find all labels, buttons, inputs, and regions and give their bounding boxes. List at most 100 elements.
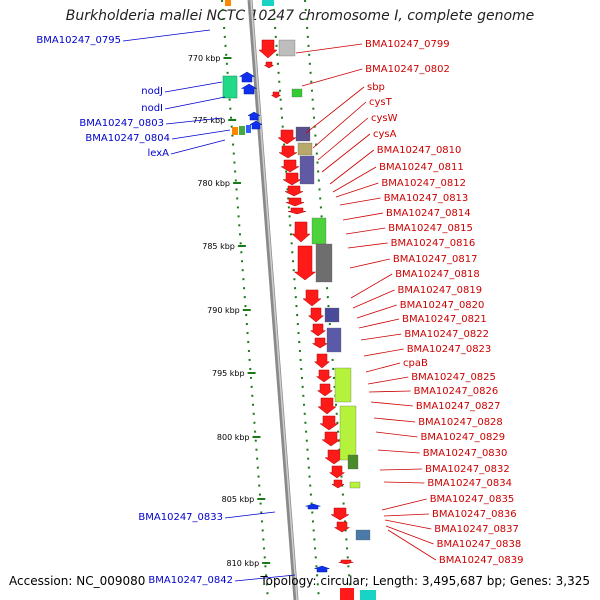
gene-label-right[interactable]: cysA [373, 129, 397, 140]
gene-label-left[interactable]: BMA10247_0804 [85, 133, 170, 144]
gene-arrow [338, 559, 354, 565]
gene-features [222, 0, 376, 600]
gene-label-left[interactable]: BMA10247_0842 [148, 575, 233, 586]
gene-arrow [291, 221, 311, 243]
gene-box [246, 125, 251, 133]
backbone-line [247, 0, 299, 600]
leader-line [321, 133, 371, 173]
gene-label-right[interactable]: BMA10247_0799 [365, 39, 450, 50]
gene-arrow [315, 369, 333, 383]
map-title: Burkholderia mallei NCTC 10247 chromosom… [65, 8, 535, 24]
leader-line [165, 117, 223, 125]
gene-label-right[interactable]: cysW [371, 113, 398, 124]
gene-arrow [307, 307, 325, 323]
gene-label-right[interactable]: BMA10247_0826 [414, 386, 499, 397]
gene-box [278, 39, 296, 57]
gene-label-left[interactable]: lexA [147, 148, 169, 159]
leader-line [368, 390, 411, 393]
leader-line [332, 166, 377, 193]
gene-label-right[interactable]: BMA10247_0822 [404, 329, 489, 340]
gene-label-right[interactable]: BMA10247_0823 [407, 344, 492, 355]
gene-box [299, 155, 315, 185]
gene-label-right[interactable]: BMA10247_0821 [402, 314, 487, 325]
ruler-tick-label: 810 kbp [227, 559, 260, 568]
gene-label-right[interactable]: BMA10247_0835 [430, 494, 515, 505]
gene-label-right[interactable]: BMA10247_0802 [365, 64, 450, 75]
gene-arrow [330, 507, 350, 521]
gene-label-left[interactable]: nodJ [141, 86, 163, 97]
outer-track-dots [304, 0, 352, 600]
gene-arrow [316, 383, 334, 397]
gene-arrow [331, 479, 345, 489]
leader-line [363, 348, 404, 357]
leader-line [387, 529, 437, 561]
gene-label-right[interactable]: cpaB [403, 358, 428, 369]
gene-label-left[interactable]: BMA10247_0803 [79, 118, 164, 129]
leader-line [352, 289, 395, 309]
gene-label-right[interactable]: BMA10247_0815 [388, 223, 473, 234]
gene-label-right[interactable]: BMA10247_0827 [416, 401, 501, 412]
gene-label-right[interactable]: BMA10247_0818 [395, 269, 480, 280]
ruler-tick-label: 775 kbp [193, 116, 226, 125]
gene-label-right[interactable]: BMA10247_0828 [418, 417, 503, 428]
gene-box [340, 588, 354, 600]
leader-line [312, 101, 367, 149]
gene-label-right[interactable]: BMA10247_0832 [425, 464, 510, 475]
gene-arrow [278, 145, 298, 159]
gene-label-right[interactable]: BMA10247_0811 [379, 162, 464, 173]
gene-label-right[interactable]: BMA10247_0837 [434, 524, 519, 535]
gene-label-right[interactable]: BMA10247_0812 [381, 178, 466, 189]
leader-line [305, 86, 365, 134]
gene-label-right[interactable]: BMA10247_0819 [398, 285, 483, 296]
leader-line [358, 318, 400, 329]
gene-arrow [287, 207, 307, 215]
ruler-tick-label: 785 kbp [202, 242, 235, 251]
gene-label-right[interactable]: cysT [369, 97, 393, 108]
gene-label-left[interactable]: BMA10247_0795 [36, 35, 121, 46]
gene-box [334, 367, 352, 403]
kbp-ruler: 770 kbp 775 kbp 780 kbp 785 kbp 790 kbp 795 k… [188, 0, 352, 600]
gene-label-left[interactable]: nodI [141, 103, 163, 114]
gene-label-right[interactable]: BMA10247_0830 [423, 448, 508, 459]
leader-line [383, 513, 430, 517]
chromosome-backbone [247, 0, 299, 600]
gene-arrow [238, 71, 256, 83]
gene-arrow [284, 185, 304, 197]
gene-arrow [328, 465, 346, 479]
ruler-tick-label: 790 kbp [207, 306, 240, 315]
ruler-tick-label: 805 kbp [222, 495, 255, 504]
gene-label-right[interactable]: BMA10247_0834 [427, 478, 512, 489]
gene-label-left[interactable]: BMA10247_0833 [138, 512, 223, 523]
leader-line [365, 362, 401, 373]
leader-line [356, 304, 397, 319]
gene-label-right[interactable]: BMA10247_0817 [393, 254, 478, 265]
gene-arrow [293, 245, 317, 281]
accession-text: Accession: NC_009080 [9, 574, 146, 588]
gene-box [311, 217, 327, 245]
gene-label-right[interactable]: BMA10247_0836 [432, 509, 517, 520]
gene-arrow [249, 120, 263, 130]
gene-label-right[interactable]: BMA10247_0816 [391, 238, 476, 249]
gene-label-right[interactable]: BMA10247_0813 [384, 193, 469, 204]
leader-line [373, 417, 416, 423]
leader-line [350, 273, 393, 299]
gene-arrow [282, 172, 302, 186]
gene-label-right[interactable]: BMA10247_0810 [377, 145, 462, 156]
gene-label-right[interactable]: BMA10247_0814 [386, 208, 471, 219]
gene-label-right[interactable]: BMA10247_0838 [437, 539, 522, 550]
leader-line [379, 468, 423, 471]
gene-label-right[interactable]: BMA10247_0829 [421, 432, 506, 443]
gene-arrow [285, 197, 305, 207]
gene-label-right[interactable]: BMA10247_0825 [411, 372, 496, 383]
gene-label-right[interactable]: sbp [367, 82, 385, 93]
gene-box [239, 126, 245, 135]
leader-line [383, 481, 425, 484]
gene-arrow [240, 83, 258, 95]
leader-line [384, 519, 432, 530]
leader-line [170, 139, 226, 155]
leader-line [345, 227, 386, 235]
gene-label-right[interactable]: BMA10247_0820 [400, 300, 485, 311]
gene-arrow [263, 61, 275, 69]
gene-label-right[interactable]: BMA10247_0839 [439, 555, 524, 566]
